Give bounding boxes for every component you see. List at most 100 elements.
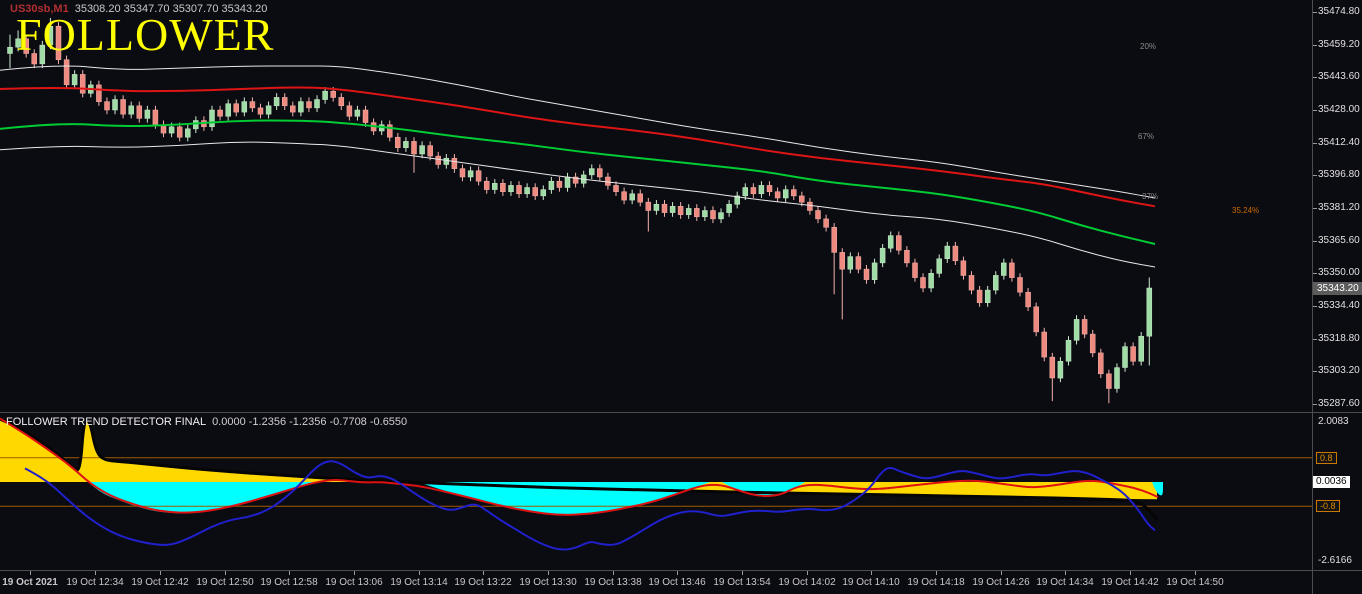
percent-annotation: 67% bbox=[1138, 132, 1155, 141]
time-axis-label: 19 Oct 12:58 bbox=[260, 577, 318, 588]
candle-body bbox=[314, 99, 320, 109]
candle-body bbox=[249, 101, 256, 109]
candle-body bbox=[467, 170, 474, 178]
time-axis-label: 19 Oct 12:42 bbox=[131, 577, 189, 588]
candle-body bbox=[589, 168, 595, 176]
chart-header: US30sb,M1 35308.20 35347.70 35307.70 3534… bbox=[10, 3, 267, 15]
candle-body bbox=[322, 90, 328, 100]
time-axis-label: 19 Oct 13:54 bbox=[713, 577, 771, 588]
indicator-values: 0.0000 -1.2356 -1.2356 -0.7708 -0.6550 bbox=[212, 416, 408, 428]
candle-body bbox=[540, 189, 547, 197]
time-tick bbox=[95, 571, 96, 575]
indicator-title: FOLLOWER TREND DETECTOR FINAL 0.0000 -1.2… bbox=[6, 416, 407, 428]
candle-body bbox=[233, 103, 239, 113]
candle-body bbox=[605, 176, 611, 186]
candle-body bbox=[435, 155, 441, 165]
candle-body bbox=[944, 245, 951, 259]
candles bbox=[7, 17, 1153, 404]
indicator-panel-canvas[interactable] bbox=[0, 412, 1312, 570]
indicator-blue-line bbox=[24, 460, 1156, 551]
candle-body bbox=[241, 101, 248, 113]
indicator-level-badge: -0.8 bbox=[1316, 500, 1340, 513]
candle-body bbox=[904, 250, 910, 264]
candle-body bbox=[1009, 262, 1015, 278]
upper-band-line bbox=[0, 65, 1156, 199]
candle-body bbox=[1146, 287, 1153, 337]
candle-body bbox=[483, 180, 490, 190]
candle-body bbox=[1025, 291, 1031, 308]
candle-body bbox=[1081, 319, 1088, 335]
candle-body bbox=[839, 252, 845, 270]
price-axis-label: 35428.00 bbox=[1318, 104, 1360, 115]
time-axis-label: 19 Oct 14:10 bbox=[842, 577, 900, 588]
candle-body bbox=[952, 245, 959, 262]
time-tick bbox=[483, 571, 484, 575]
time-axis-label: 19 Oct 14:26 bbox=[972, 577, 1030, 588]
price-axis[interactable]: 35474.80 35459.20 35443.60 35428.00 35412.40… bbox=[1313, 0, 1362, 594]
candle-body bbox=[451, 157, 458, 169]
candle-body bbox=[984, 289, 991, 303]
price-axis-separator bbox=[1312, 0, 1313, 594]
candle-body bbox=[960, 260, 967, 276]
candle-body bbox=[710, 210, 716, 220]
indicator-cyan-fill bbox=[88, 482, 315, 514]
candle-body bbox=[766, 185, 773, 192]
candle-body bbox=[7, 46, 13, 54]
time-axis-label: 19 Oct 13:38 bbox=[584, 577, 642, 588]
candle-body bbox=[346, 105, 353, 117]
candle-body bbox=[685, 208, 692, 215]
candle-body bbox=[532, 187, 538, 197]
time-axis-label: 19 Oct 13:30 bbox=[519, 577, 577, 588]
candle-body bbox=[96, 84, 102, 102]
candle-body bbox=[993, 275, 999, 291]
axis-tick bbox=[1313, 338, 1317, 340]
time-tick bbox=[289, 571, 290, 575]
candle-body bbox=[217, 109, 223, 117]
candle-body bbox=[936, 258, 942, 274]
red-ma-line bbox=[0, 86, 1156, 208]
time-tick bbox=[1195, 571, 1196, 575]
candle-body bbox=[621, 191, 627, 201]
candle-body bbox=[653, 203, 660, 211]
time-tick bbox=[807, 571, 808, 575]
candle-body bbox=[564, 176, 571, 188]
candle-body bbox=[411, 141, 417, 155]
candle-body bbox=[597, 168, 603, 178]
time-tick bbox=[548, 571, 549, 575]
indicator-level-badge: 0.8 bbox=[1316, 451, 1337, 464]
candle-body bbox=[815, 210, 821, 220]
axis-tick bbox=[1313, 404, 1317, 405]
candle-body bbox=[1073, 319, 1080, 341]
panel-separator-top[interactable] bbox=[0, 412, 1362, 413]
candle-body bbox=[572, 176, 579, 184]
candle-body bbox=[791, 189, 797, 197]
candle-body bbox=[661, 203, 668, 213]
panel-separator-bottom bbox=[0, 570, 1362, 571]
candle-body bbox=[637, 193, 643, 203]
time-axis-label: 19 Oct 14:42 bbox=[1101, 577, 1159, 588]
candle-body bbox=[330, 90, 336, 98]
candle-body bbox=[104, 101, 110, 111]
time-axis-label: 19 Oct 14:34 bbox=[1036, 577, 1094, 588]
indicator-axis-max: 2.0083 bbox=[1318, 416, 1349, 428]
time-axis[interactable]: 19 Oct 2021 19 Oct 12:34 19 Oct 12:42 19 Oc… bbox=[0, 571, 1312, 594]
axis-tick bbox=[1313, 273, 1317, 275]
price-axis-label: 35287.60 bbox=[1318, 398, 1360, 409]
candle-body bbox=[879, 247, 886, 264]
candle-body bbox=[1017, 277, 1023, 293]
axis-tick bbox=[1313, 175, 1317, 177]
candle-body bbox=[273, 97, 280, 107]
axis-tick bbox=[1313, 371, 1317, 373]
price-chart-canvas[interactable] bbox=[0, 0, 1312, 412]
candle-body bbox=[23, 38, 29, 54]
candle-body bbox=[823, 218, 829, 228]
candle-body bbox=[176, 126, 183, 138]
candle-body bbox=[298, 101, 304, 113]
candle-body bbox=[1098, 352, 1104, 375]
candle-body bbox=[548, 180, 555, 190]
price-axis-label: 35396.80 bbox=[1318, 169, 1360, 181]
ohlc-values: 35308.20 35347.70 35307.70 35343.20 bbox=[74, 3, 268, 15]
candle-body bbox=[1033, 306, 1039, 333]
candle-body bbox=[209, 109, 215, 128]
candle-body bbox=[500, 183, 506, 192]
